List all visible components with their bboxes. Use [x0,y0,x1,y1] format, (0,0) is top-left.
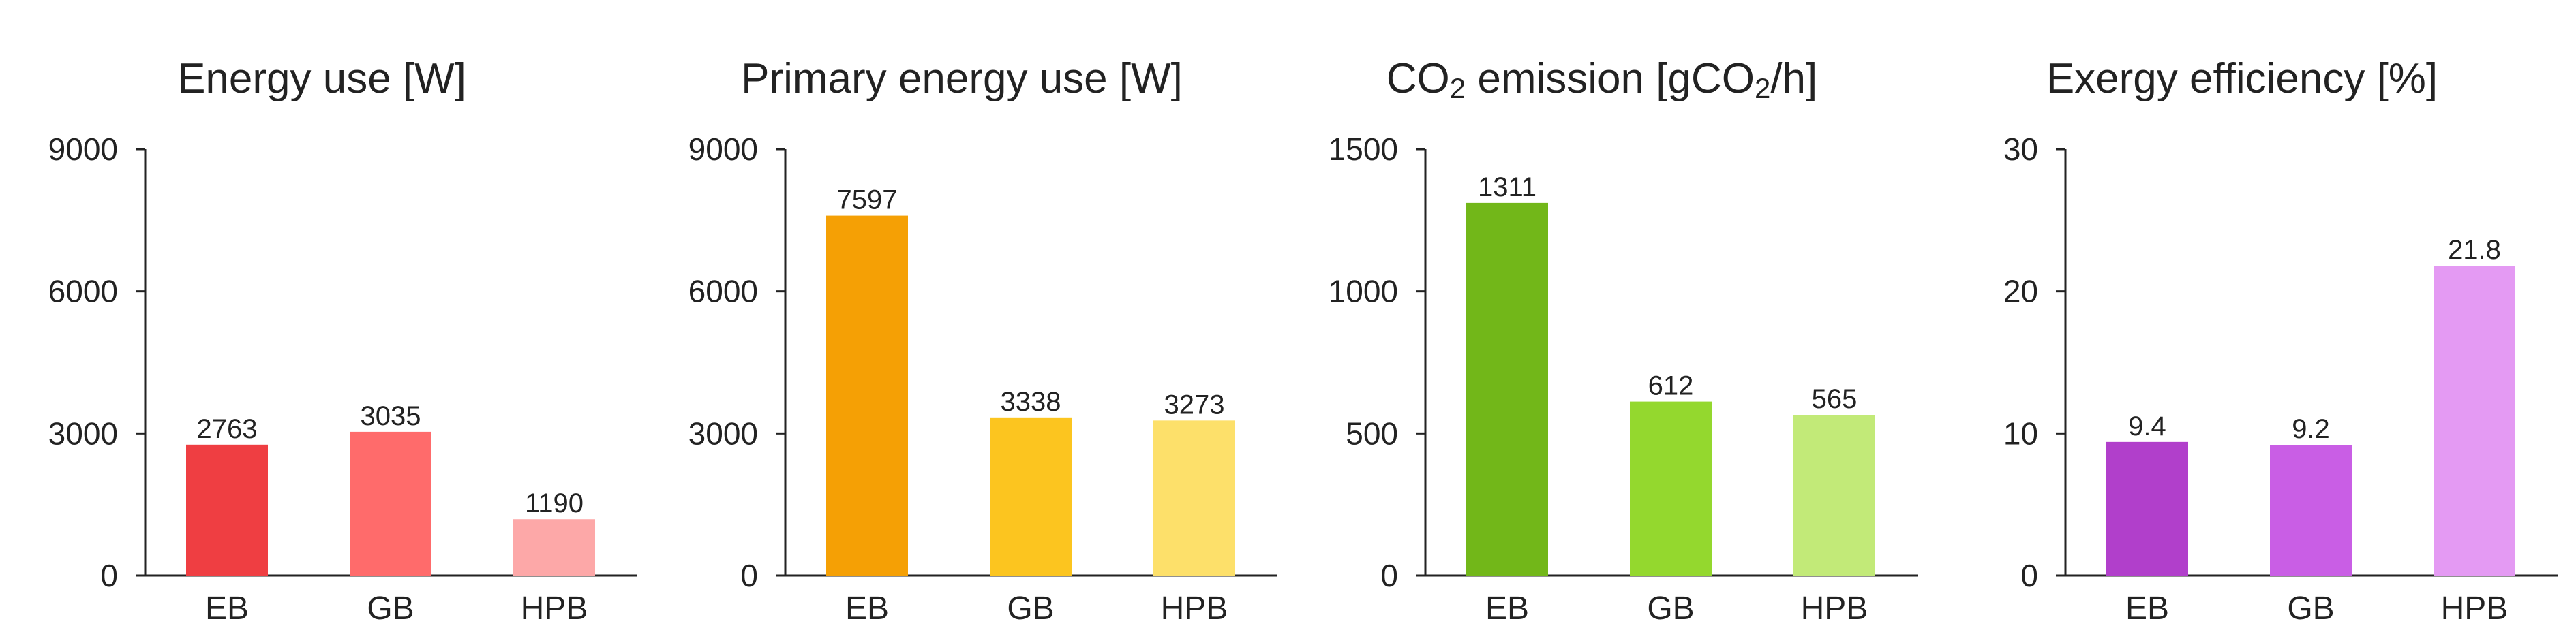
bar-value-label: 7597 [837,185,898,215]
y-tick-label: 10 [2003,415,2038,451]
x-tick-label: GB [1007,591,1054,627]
bar [990,417,1072,576]
y-tick-label: 6000 [688,274,758,309]
chart-title: Energy use [W] [177,55,466,102]
bar-value-label: 21.8 [2448,235,2501,265]
x-tick-label: HPB [1161,591,1228,627]
title-subscript: 2 [1754,72,1771,104]
bar [1466,202,1548,576]
y-tick-label: 3000 [688,415,758,451]
y-tick-label: 6000 [48,274,118,309]
y-tick-label: 1500 [1329,131,1398,167]
bar [513,519,595,576]
bar-value-label: 2763 [197,414,258,444]
chart-panel-exergy-efficiency: Exergy efficiency [%] 0 10 20 30 9.4 EB 9.2 GB 2… [1920,0,2564,643]
y-tick-label: 1000 [1329,274,1398,309]
y-tick-label: 9000 [48,131,118,167]
bar-value-label: 9.4 [2128,411,2166,441]
bar-value-label: 1311 [1478,172,1536,202]
chart-title: CO2 emission [gCO2/h] [1280,54,1924,105]
bar-value-label: 3338 [1001,387,1061,417]
chart-title: Exergy efficiency [%] [2046,55,2438,102]
x-tick-label: HPB [521,591,588,627]
bar [2106,441,2188,576]
chart-plot: 0 10 20 30 9.4 EB 9.2 GB 21.8 HPB [2003,131,2558,627]
x-tick-label: EB [845,591,889,627]
bar-value-label: 3273 [1164,390,1225,420]
y-tick-label: 20 [2003,274,2038,309]
x-tick-label: EB [205,591,249,627]
title-subscript: 2 [1449,72,1466,104]
x-tick-label: GB [367,591,414,627]
y-tick-label: 0 [100,558,118,593]
bar-value-label: 3035 [361,401,421,431]
title-part: emission [gCO [1466,55,1755,102]
bar-value-label: 9.2 [2292,414,2330,444]
x-tick-label: HPB [1801,591,1868,627]
chart-title: Primary energy use [W] [741,55,1183,102]
x-tick-label: GB [2287,591,2334,627]
bar [350,431,431,576]
chart-plot: 0 500 1000 1500 1311 EB 612 GB 565 HPB [1329,131,1918,627]
x-tick-label: EB [2125,591,2169,627]
y-tick-label: 3000 [48,415,118,451]
bar-value-label: 612 [1648,371,1694,401]
y-tick-label: 9000 [688,131,758,167]
x-tick-label: HPB [2441,591,2509,627]
bar [186,444,268,576]
y-tick-label: 30 [2003,131,2038,167]
x-tick-label: EB [1485,591,1529,627]
y-tick-label: 0 [2020,558,2038,593]
chart-plot: 0 3000 6000 9000 2763 EB 3035 GB 1190 HPB [48,131,637,627]
title-part: /h] [1770,55,1818,102]
chart-panel-energy-use: Energy use [W] 0 3000 6000 9000 2763 EB 3035 GB… [0,0,643,643]
chart-panel-co2-emission: CO2 emission [gCO2/h] 0 500 1000 1500 1311 EB… [1280,0,1924,643]
bar [1630,401,1712,576]
chart-plot: 0 3000 6000 9000 7597 EB 3338 GB 3273 HPB [688,131,1277,627]
y-tick-label: 0 [740,558,758,593]
bar [2270,445,2352,576]
y-tick-label: 500 [1346,415,1398,451]
bar [1793,415,1875,576]
x-tick-label: GB [1647,591,1694,627]
bar-value-label: 1190 [525,488,584,518]
bar [1153,420,1235,576]
bar [826,215,908,576]
y-tick-label: 0 [1380,558,1398,593]
title-part: CO [1386,55,1450,102]
chart-panel-primary-energy: Primary energy use [W] 0 3000 6000 9000 7597… [640,0,1284,643]
bar-value-label: 565 [1812,384,1858,414]
bar [2434,266,2515,576]
